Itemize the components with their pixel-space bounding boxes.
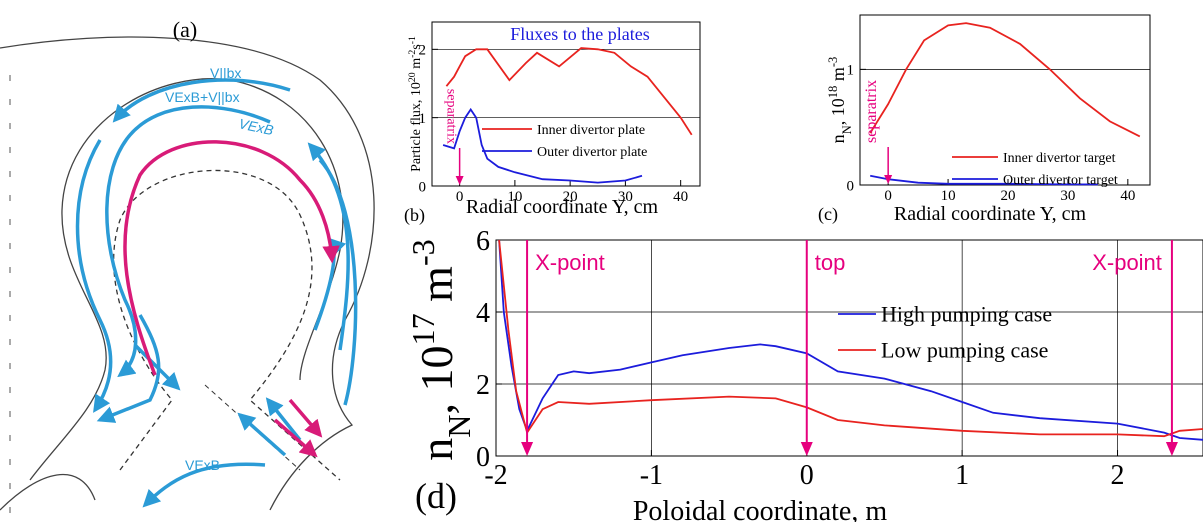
y-axis-label-part: m — [409, 58, 424, 73]
flow-label: VExB — [237, 115, 275, 138]
x-tick-label: 2 — [1111, 460, 1125, 491]
marker-head — [800, 442, 813, 456]
marker-head — [455, 176, 464, 185]
series-line — [869, 22, 1141, 138]
y-axis-label-part: 17 — [405, 313, 441, 345]
y-tick-label: 0 — [419, 179, 427, 195]
y-axis-label: Particle flux, 1020 m-2s-1 — [407, 36, 425, 172]
x-tick-label: 0 — [800, 460, 814, 491]
chart-title: Fluxes to the plates — [510, 24, 649, 44]
legend-label: Inner divertor plate — [537, 123, 645, 138]
y-axis-label-part: n — [411, 438, 462, 461]
y-tick-label: 0 — [847, 178, 855, 194]
marker-head — [884, 175, 893, 184]
y-tick-label: 6 — [476, 226, 490, 257]
panel-a: (a) V||bx VExB+V||bx VExB VExB — [0, 17, 375, 520]
legend-label: Outer divertor plate — [537, 145, 647, 160]
annotation: X-point — [535, 250, 605, 275]
series-line — [445, 47, 693, 136]
y-axis-label-part: n — [828, 134, 848, 143]
y-axis-label-part: m — [828, 67, 848, 86]
separatrix-outline — [29, 78, 344, 481]
flow-label: V||bx — [210, 65, 241, 81]
x-tick-label: 0 — [884, 188, 892, 204]
x-tick-label: 20 — [1000, 188, 1015, 204]
y-axis-label: nN, 1017 m-3 — [405, 239, 477, 461]
panel-label: (d) — [415, 476, 457, 516]
x-tick-label: 40 — [673, 189, 688, 205]
y-axis-label-part: , 10 — [411, 346, 462, 415]
x-tick-label: -2 — [484, 460, 507, 491]
y-axis-label: nN, 1018 m-3 — [826, 57, 854, 144]
annotation: separatrix — [863, 80, 880, 143]
plate — [0, 473, 96, 511]
x-tick-label: 10 — [507, 189, 522, 205]
x-axis-label-part: Radial coordinate Y, cm — [894, 203, 1087, 225]
x-tick-label: 40 — [1120, 188, 1135, 204]
x-tick-label: 30 — [618, 189, 633, 205]
x-axis-label-part: Radial coordinate Y, cm — [466, 196, 659, 218]
marker-head — [521, 442, 534, 456]
flow-arrows — [75, 78, 358, 508]
panel-label: (a) — [173, 17, 197, 42]
y-tick-label: 1 — [847, 63, 855, 79]
x-tick-label: 0 — [456, 189, 464, 205]
y-axis-label-part: 18 — [826, 86, 840, 99]
y-axis-label-part: N — [441, 415, 477, 438]
flow-label: VExB — [185, 457, 220, 473]
annotation: X-point — [1092, 250, 1162, 275]
x-tick-label: 20 — [563, 189, 578, 205]
x-axis-label: Radial coordinate Y, cm — [466, 196, 659, 218]
panel-label: (b) — [404, 205, 425, 226]
annotation: separatrix — [444, 89, 459, 144]
annotation: top — [815, 250, 846, 275]
y-tick-label: 2 — [476, 370, 490, 401]
y-tick-label: 0 — [476, 442, 490, 473]
y-axis-label-part: -3 — [826, 57, 840, 68]
plot-frame — [431, 21, 701, 187]
y-axis-label-part: s — [409, 44, 424, 49]
flow-label: VExB+V||bx — [165, 89, 240, 105]
x-tick-label: -1 — [640, 460, 663, 491]
y-axis-label-part: -3 — [405, 239, 441, 266]
y-tick-label: 4 — [476, 298, 490, 329]
y-axis-label-part: Particle flux, 10 — [409, 82, 424, 172]
series-line — [442, 107, 643, 184]
series-line — [498, 239, 1203, 441]
y-axis-label-part: 20 — [407, 72, 418, 82]
legend-label: Inner divertor target — [1003, 151, 1116, 166]
y-tick-label: 2 — [419, 43, 427, 59]
marker-head — [1165, 442, 1178, 456]
legend-label: Outer divertor target — [1003, 173, 1118, 188]
panel-label: (c) — [818, 204, 838, 225]
y-axis-label-part: -1 — [407, 36, 418, 44]
legend-label: High pumping case — [881, 302, 1052, 327]
y-axis-label-part: -2 — [407, 50, 418, 58]
x-axis-label: Poloidal coordinate, m — [633, 496, 888, 522]
y-tick-label: 1 — [419, 111, 427, 127]
x-tick-label: 30 — [1060, 188, 1075, 204]
y-axis-label-part: , 10 — [828, 98, 848, 125]
y-axis-label-part: N — [840, 125, 854, 134]
series-line — [870, 174, 1098, 186]
vessel-outline — [0, 36, 375, 511]
x-axis-label: Radial coordinate Y, cm — [894, 203, 1087, 225]
exb-arrows — [123, 140, 340, 458]
dashed-loop — [113, 169, 341, 481]
y-axis-label-part: m — [411, 266, 462, 314]
x-tick-label: 1 — [955, 460, 969, 491]
legend-label: Low pumping case — [881, 338, 1048, 363]
x-tick-label: 10 — [941, 188, 956, 204]
x-axis-label-part: Poloidal coordinate, m — [633, 496, 888, 522]
